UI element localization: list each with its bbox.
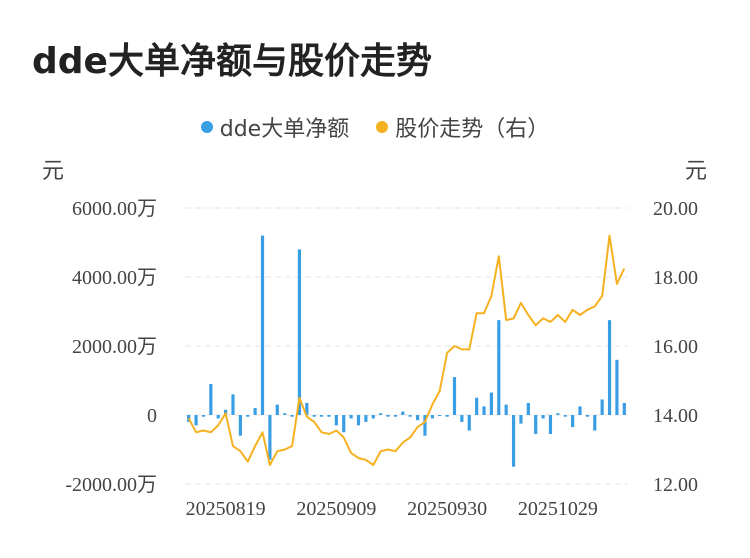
dde-bar — [238, 415, 242, 436]
dde-bar — [253, 408, 257, 415]
left-tick-label: 0 — [147, 405, 157, 427]
chart-legend: dde大单净额 股价走势（右） — [0, 111, 750, 143]
dde-bar — [593, 415, 597, 431]
dde-bar — [548, 415, 553, 434]
dde-bar — [460, 415, 464, 422]
dde-bar — [283, 413, 287, 415]
dde-bar — [556, 413, 560, 415]
line-series — [187, 234, 626, 466]
dde-bar — [423, 415, 427, 436]
right-tick-label: 20.00 — [653, 198, 698, 220]
legend-label-price: 股价走势（右） — [395, 117, 550, 142]
x-tick-label: 20251029 — [518, 498, 598, 520]
dde-bar — [386, 415, 390, 417]
right-tick-label: 18.00 — [653, 267, 698, 289]
dde-bar — [430, 415, 434, 419]
left-tick-label: 6000.00万 — [72, 198, 157, 220]
left-tick-label: -2000.00万 — [65, 474, 157, 496]
dde-bar — [445, 415, 449, 417]
dde-bar — [290, 415, 294, 417]
left-tick-label: 4000.00万 — [72, 267, 157, 289]
left-tick-label: 2000.00万 — [72, 336, 157, 358]
dde-bar — [312, 415, 316, 417]
dde-bar — [216, 415, 220, 419]
dde-bar — [268, 415, 272, 460]
dde-bar — [364, 415, 368, 422]
dde-bar — [534, 415, 538, 434]
dde-bar — [519, 415, 523, 424]
dde-bar — [209, 383, 213, 415]
dde-bar — [511, 415, 516, 467]
right-tick-label: 14.00 — [653, 405, 698, 427]
x-tick-label: 20250819 — [186, 498, 266, 520]
dde-bar — [541, 415, 545, 419]
dde-bar — [231, 394, 235, 415]
legend-item-dde[interactable]: dde大单净额 — [200, 111, 350, 143]
x-tick-label: 20250909 — [296, 498, 376, 520]
dde-bar — [356, 415, 361, 426]
dde-bar — [563, 415, 567, 417]
dde-bar — [600, 399, 604, 415]
dde-bar — [622, 402, 626, 415]
dde-bar — [327, 415, 331, 417]
page-title: dde大单净额与股价走势 — [32, 41, 432, 82]
dde-bar — [305, 402, 309, 415]
dde-bar — [571, 415, 575, 428]
dde-bar — [585, 415, 589, 417]
x-tick-label: 20250930 — [407, 498, 487, 520]
axis-layer: -2000.00万 0 2000.00万 4000.00万 6000.00万 12.00 1… — [42, 158, 707, 520]
dde-bar — [401, 411, 405, 415]
legend-marker-dde — [200, 121, 213, 133]
dde-bar — [260, 235, 265, 415]
dde-bar — [319, 415, 324, 417]
left-axis-unit: 元 — [42, 158, 64, 183]
right-tick-label: 12.00 — [653, 474, 698, 496]
dde-bar — [415, 415, 420, 421]
dde-bar — [504, 404, 508, 415]
bar-series — [187, 235, 626, 467]
legend-item-price[interactable]: 股价走势（右） — [376, 111, 549, 143]
dde-bar — [342, 415, 346, 433]
dde-bar — [246, 415, 250, 417]
dde-bar — [452, 377, 457, 415]
dde-bar — [297, 249, 302, 415]
dde-bar — [438, 415, 442, 416]
legend-marker-price — [376, 121, 389, 133]
dde-bar — [349, 415, 353, 419]
dde-bar — [379, 413, 383, 415]
dde-bar — [194, 415, 198, 426]
dde-bar — [475, 397, 479, 415]
dde-bar — [615, 359, 619, 415]
grid-layer — [185, 207, 628, 485]
dde-bar — [275, 404, 279, 415]
dde-bar — [408, 415, 412, 417]
dde-bar — [482, 406, 486, 415]
price-line — [187, 234, 626, 466]
dde-bar — [497, 320, 501, 415]
dde-bar — [393, 415, 398, 417]
dde-bar — [201, 415, 206, 417]
right-axis-unit: 元 — [685, 158, 707, 183]
dde-bar — [526, 402, 530, 415]
dde-bar — [578, 406, 582, 415]
dde-bar — [467, 415, 471, 431]
right-tick-label: 16.00 — [653, 336, 698, 358]
legend-label-dde: dde大单净额 — [219, 117, 350, 142]
dde-bar — [371, 415, 375, 419]
dde-bar — [334, 415, 338, 426]
dde-bar — [489, 392, 494, 415]
dde-bar — [607, 320, 612, 415]
